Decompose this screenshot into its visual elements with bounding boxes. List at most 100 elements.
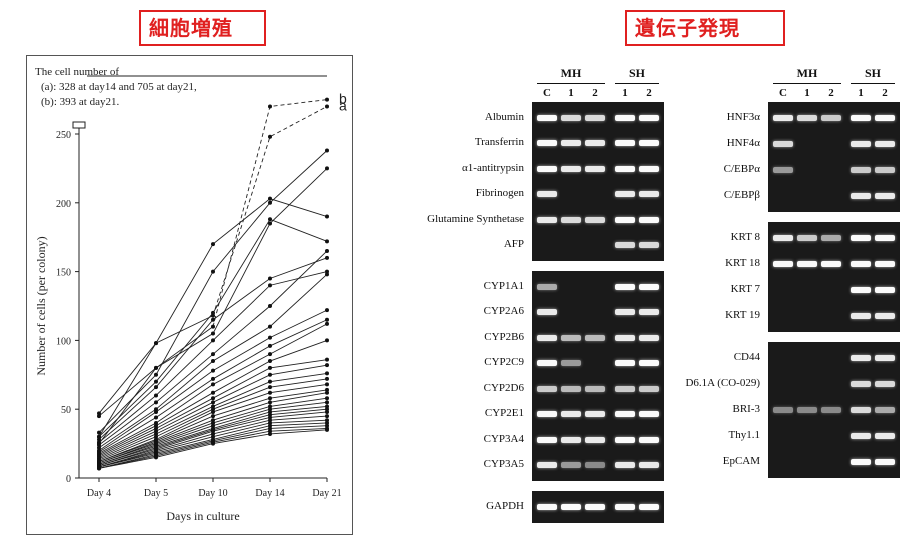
gel-band	[773, 407, 793, 413]
x-tick-label: Day 5	[144, 488, 168, 499]
lane-label: 2	[882, 87, 888, 99]
gel-band	[615, 503, 635, 510]
gel-band	[561, 436, 581, 443]
series-point	[325, 427, 329, 432]
series-point	[211, 434, 215, 439]
gel-band	[821, 235, 841, 241]
series-point	[211, 376, 215, 381]
gel-band	[615, 283, 635, 290]
gel-band	[537, 436, 557, 443]
gel-band	[639, 216, 659, 223]
gel-band	[537, 309, 557, 316]
series-point	[325, 363, 329, 368]
series-point	[268, 200, 272, 205]
gel-band	[585, 436, 605, 443]
gene-label: KRT 19	[725, 309, 760, 321]
series-point	[154, 415, 158, 420]
gel-band	[875, 355, 895, 361]
gel-band	[773, 141, 793, 147]
series-point	[325, 371, 329, 376]
gel-band	[875, 193, 895, 199]
series-point	[211, 441, 215, 446]
gene-label: Albumin	[484, 110, 524, 123]
cell-growth-chart: The cell number of (a): 328 at day14 and…	[26, 55, 353, 535]
gel-band	[561, 140, 581, 147]
gene-label: C/EBPβ	[723, 189, 760, 201]
highlight-point	[268, 104, 272, 109]
gel-band	[585, 411, 605, 418]
gel-band	[639, 334, 659, 341]
highlight-point	[154, 365, 158, 370]
gene-label: CYP2C9	[484, 356, 524, 369]
gel-band	[615, 165, 635, 172]
gel-band	[615, 309, 635, 316]
gel-band	[537, 191, 557, 198]
group-underline	[851, 83, 895, 84]
gel-block	[532, 271, 664, 481]
gel-band	[561, 503, 581, 510]
gel-band	[615, 436, 635, 443]
series-point	[268, 343, 272, 348]
chart-plot-area: 0 50 100 150 200 250 Day 4 Day 5 Day 10 Day 14 Day…	[34, 75, 347, 523]
gel-band	[537, 385, 557, 392]
gel-band	[851, 261, 871, 267]
gel-band	[639, 385, 659, 392]
series-point	[268, 335, 272, 340]
series-point	[325, 414, 329, 419]
gel-band	[537, 216, 557, 223]
series-point	[268, 409, 272, 414]
series-point	[325, 338, 329, 343]
gel-band	[615, 334, 635, 341]
series-point	[325, 396, 329, 401]
gel-band	[615, 385, 635, 392]
gel-band	[851, 313, 871, 319]
gel-band	[585, 216, 605, 223]
gene-label: CYP2E1	[484, 407, 524, 420]
gel-band	[821, 261, 841, 267]
gel-band	[561, 216, 581, 223]
gel-band	[537, 411, 557, 418]
gel-band	[537, 140, 557, 147]
gel-band	[875, 167, 895, 173]
gel-band	[875, 261, 895, 267]
x-tick-label: Day 10	[198, 488, 227, 499]
series-point	[325, 400, 329, 405]
gene-expression-title: 遺伝子発現	[625, 10, 785, 46]
gel-band	[537, 283, 557, 290]
series-point	[325, 248, 329, 253]
gel-band	[821, 407, 841, 413]
series-point	[268, 352, 272, 357]
series-point	[211, 359, 215, 364]
gel-band	[875, 235, 895, 241]
series-point	[268, 217, 272, 222]
group-underline	[537, 83, 605, 84]
gel-band	[851, 235, 871, 241]
series-point	[211, 317, 215, 322]
series-point	[325, 409, 329, 414]
series-point	[325, 148, 329, 153]
series-point	[154, 409, 158, 414]
group-label-sh: SH	[628, 66, 645, 80]
series-point	[154, 431, 158, 436]
series-point	[211, 429, 215, 434]
series-line	[98, 150, 328, 433]
gene-label: CD44	[733, 351, 760, 363]
gel-band	[615, 411, 635, 418]
series-point	[325, 407, 329, 412]
highlight-point	[325, 97, 329, 102]
series-point	[211, 331, 215, 336]
series-point	[325, 239, 329, 244]
gene-label: KRT 8	[730, 231, 760, 243]
gene-label: Thy1.1	[728, 429, 760, 441]
gel-band	[639, 360, 659, 367]
series-point	[211, 269, 215, 274]
y-tick-label: 100	[56, 336, 71, 347]
series-point	[268, 400, 272, 405]
gel-band	[851, 433, 871, 439]
group-label-mh: MH	[560, 66, 582, 80]
gene-label: CYP1A1	[483, 279, 524, 292]
y-axis-break	[72, 121, 86, 129]
series-point	[97, 466, 101, 471]
gel-band	[773, 235, 793, 241]
gel-band	[875, 381, 895, 387]
